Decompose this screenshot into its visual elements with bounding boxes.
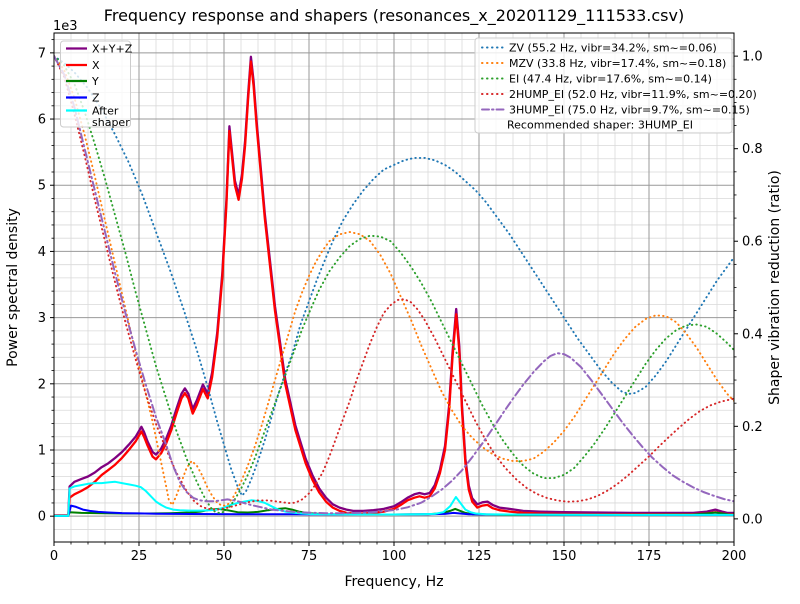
tick-label: 3 bbox=[38, 311, 46, 326]
tick-label: 0 bbox=[50, 549, 58, 564]
legend-label: X bbox=[92, 59, 100, 72]
legend-item: 2HUMP_EI (52.0 Hz, vibr=11.9%, sm~=0.20) bbox=[481, 88, 757, 101]
legend-label: EI (47.4 Hz, vibr=17.6%, sm~=0.14) bbox=[509, 73, 712, 86]
tick-label: 150 bbox=[552, 549, 577, 564]
tick-label: 0.6 bbox=[742, 235, 763, 250]
legend-item: EI (47.4 Hz, vibr=17.6%, sm~=0.14) bbox=[481, 73, 712, 86]
series-line-3HUMP-EI bbox=[54, 55, 734, 515]
y-axis-right-label: Shaper vibration reduction (ratio) bbox=[767, 170, 783, 405]
tick-label: 75 bbox=[301, 549, 318, 564]
series-line-ZV bbox=[54, 55, 734, 497]
series-line-EI bbox=[54, 55, 734, 515]
legend-item: Y bbox=[66, 75, 99, 88]
tick-label: 200 bbox=[722, 549, 747, 564]
tick-label: 7 bbox=[38, 46, 46, 61]
legend-item: Z bbox=[66, 92, 100, 105]
legend-item: X bbox=[66, 59, 100, 72]
y-axis-left-label: Power spectral density bbox=[5, 208, 21, 367]
tick-label: 0.2 bbox=[742, 420, 763, 435]
shaper-series-lines bbox=[54, 55, 734, 515]
tick-label: 50 bbox=[216, 549, 233, 564]
legend-item: ZV (55.2 Hz, vibr=34.2%, sm~=0.06) bbox=[481, 42, 717, 55]
tick-label: 1 bbox=[38, 443, 46, 458]
legend-label: Z bbox=[92, 92, 100, 105]
legend-label: After bbox=[92, 105, 119, 118]
y-axis-offset-text: 1e3 bbox=[53, 19, 78, 34]
series-line-2HUMP-EI bbox=[54, 55, 734, 511]
shaper-legend: ZV (55.2 Hz, vibr=34.2%, sm~=0.06) MZV (3… bbox=[474, 37, 757, 134]
tick-label: 0.8 bbox=[742, 142, 763, 157]
legend-label: Y bbox=[91, 75, 99, 88]
chart-title: Frequency response and shapers (resonanc… bbox=[104, 6, 684, 26]
tick-label: 125 bbox=[467, 549, 492, 564]
legend-label: MZV (33.8 Hz, vibr=17.4%, sm~=0.18) bbox=[509, 57, 726, 70]
legend-label: 2HUMP_EI (52.0 Hz, vibr=11.9%, sm~=0.20) bbox=[509, 88, 757, 101]
recommended-shaper-note: Recommended shaper: 3HUMP_EI bbox=[507, 119, 693, 132]
grid-minor-lines bbox=[54, 33, 734, 542]
series-line-X bbox=[54, 60, 734, 517]
tick-label: 100 bbox=[382, 549, 407, 564]
tick-label: 6 bbox=[38, 113, 46, 128]
tick-label: 1.0 bbox=[742, 50, 763, 65]
legend-item: X+Y+Z bbox=[66, 43, 133, 56]
tick-label: 2 bbox=[38, 377, 46, 392]
axis-ticks bbox=[50, 39, 738, 546]
tick-label: 0.4 bbox=[742, 327, 763, 342]
x-axis-label: Frequency, Hz bbox=[344, 574, 443, 590]
tick-label: 5 bbox=[38, 179, 46, 194]
legend-item: 3HUMP_EI (75.0 Hz, vibr=9.7%, sm~=0.15) bbox=[481, 104, 750, 117]
tick-label: 0.0 bbox=[742, 512, 763, 527]
legend-label: 3HUMP_EI (75.0 Hz, vibr=9.7%, sm~=0.15) bbox=[509, 104, 750, 117]
series-line-Z bbox=[54, 504, 734, 517]
legend-label: shaper bbox=[92, 116, 130, 129]
series-line-MZV bbox=[54, 55, 734, 507]
legend-item: MZV (33.8 Hz, vibr=17.4%, sm~=0.18) bbox=[481, 57, 726, 70]
tick-label: 175 bbox=[637, 549, 662, 564]
tick-label: 0 bbox=[38, 510, 46, 525]
legend-label: X+Y+Z bbox=[92, 43, 133, 56]
legend-label: ZV (55.2 Hz, vibr=34.2%, sm~=0.06) bbox=[509, 42, 717, 55]
psd-series-lines bbox=[54, 55, 734, 517]
axis-tick-labels: 0 25 50 75 100 125 150 175 200 0 1 2 3 4 5 6 7 0.0 0.2 0.4 0… bbox=[38, 46, 763, 564]
tick-label: 4 bbox=[38, 245, 46, 260]
tick-label: 25 bbox=[131, 549, 148, 564]
